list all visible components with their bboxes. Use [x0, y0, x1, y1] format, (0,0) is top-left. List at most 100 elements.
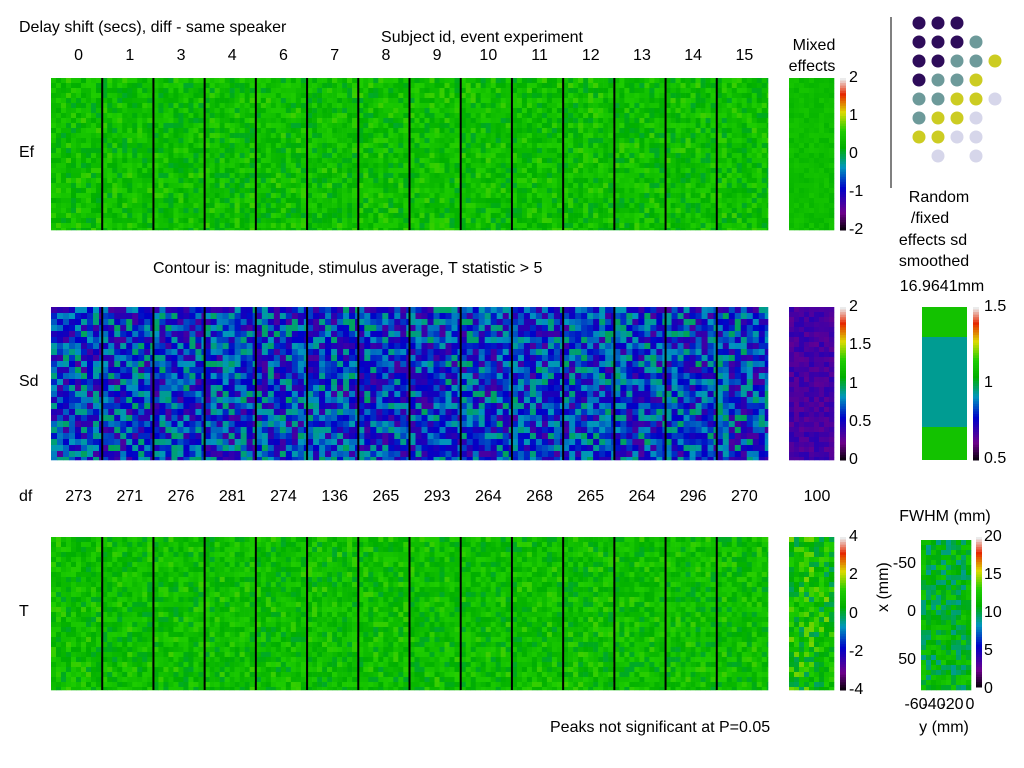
- df-value: 268: [526, 488, 553, 505]
- random-sd-colorbar-segment: [973, 309, 979, 313]
- heatmap-cell-ef: [153, 78, 205, 231]
- subject-label: 15: [735, 47, 754, 64]
- random-sd-colorbar-segment: [973, 426, 979, 430]
- heatmap-cell-t: [460, 537, 513, 691]
- legend-dot: [950, 35, 964, 49]
- legend-dot: [969, 130, 983, 144]
- fwhm-colorbar-segment: [976, 569, 982, 573]
- random-sd-colorbar-segment: [973, 347, 979, 351]
- fwhm-colorbar-segment: [976, 622, 982, 625]
- colorbar: [840, 78, 846, 231]
- colorbar-tick: -4: [849, 681, 864, 698]
- random-sd-colorbar-segment: [973, 319, 979, 323]
- peaks-note: Peaks not significant at P=0.05: [550, 719, 771, 736]
- random-sd-colorbar-segment: [973, 327, 979, 331]
- random-sd-colorbar-segment: [973, 375, 979, 379]
- heatmap-cell-sd: [614, 307, 666, 461]
- random-sd-colorbar-segment: [973, 358, 979, 362]
- figure-title: Delay shift (secs), diff - same speaker: [19, 19, 287, 36]
- df-value: 276: [167, 488, 195, 505]
- random-sd-colorbar-segment: [973, 324, 979, 328]
- legend-dot: [969, 92, 983, 106]
- fwhm-colorbar-segment: [976, 604, 982, 608]
- random-sd-colorbar-segment: [973, 322, 979, 326]
- random-sd-colorbar-segment: [973, 365, 979, 369]
- fwhm-colorbar-tick: 20: [984, 528, 1002, 545]
- random-sd-colorbar-segment: [973, 345, 979, 349]
- fwhm-colorbar-segment: [976, 609, 982, 613]
- fwhm-y-tick: -60: [904, 696, 928, 713]
- colorbar-tick: 0: [849, 451, 858, 468]
- random-sd-colorbar-segment: [973, 388, 979, 392]
- df-value: 265: [372, 488, 400, 505]
- df-value: 271: [116, 488, 144, 505]
- random-sd-colorbar-segment: [973, 393, 979, 397]
- legend-dot: [931, 73, 945, 87]
- legend-dot: [931, 35, 945, 49]
- heatmap-cell-ef: [665, 78, 718, 231]
- fwhm-colorbar-segment: [976, 664, 982, 668]
- subject-label: 3: [176, 47, 186, 64]
- subject-label: 7: [330, 47, 340, 64]
- random-label-line3: effects sd: [898, 232, 968, 249]
- legend-dot: [912, 54, 926, 68]
- random-label-line1: Random: [908, 189, 970, 206]
- random-sd-colorbar-segment: [973, 332, 979, 336]
- heatmap-cell-t: [665, 537, 718, 691]
- fwhm-x-tick: 50: [898, 651, 916, 668]
- fwhm-colorbar-segment: [976, 679, 982, 683]
- heatmap-cell-sd: [563, 307, 615, 461]
- random-sd-colorbar-segment: [973, 449, 979, 453]
- fwhm-colorbar-tick: 15: [984, 566, 1002, 583]
- fwhm-colorbar-segment: [976, 582, 982, 585]
- random-sd-colorbar-segment: [973, 312, 979, 316]
- colorbar-tick: 2: [849, 566, 858, 584]
- heatmap-cell-ef: [51, 78, 103, 231]
- fwhm-label: FWHM (mm): [899, 508, 991, 525]
- heatmap-cell-ef: [307, 78, 359, 231]
- fwhm-colorbar-segment: [976, 547, 982, 550]
- colorbar-tick: 1: [849, 107, 858, 124]
- heatmap-cell-t: [716, 537, 769, 691]
- fwhm-colorbar-segment: [976, 559, 982, 563]
- heatmap-cell-ef: [102, 78, 154, 231]
- legend-dot: [950, 16, 964, 30]
- random-sd-colorbar-segment: [973, 434, 979, 438]
- fwhm-colorbar-segment: [976, 592, 982, 595]
- heatmap-cell-t: [358, 537, 410, 691]
- heatmap-cell-sd: [511, 307, 564, 461]
- fwhm-colorbar-segment: [976, 612, 982, 615]
- colorbar-tick: -2: [849, 642, 864, 660]
- fwhm-colorbar-segment: [976, 577, 982, 580]
- colorbar-tick: 0: [849, 604, 858, 622]
- legend-dot: [931, 54, 945, 68]
- fwhm-colorbar-segment: [976, 682, 982, 685]
- fwhm-colorbar-segment: [976, 579, 982, 583]
- fwhm-colorbar-segment: [976, 557, 982, 560]
- fwhm-colorbar-segment: [976, 652, 982, 655]
- fwhm-colorbar-segment: [976, 562, 982, 565]
- random-sd-colorbar-segment: [973, 378, 979, 382]
- heatmap-cell-t: [307, 537, 359, 691]
- random-sd-colorbar-segment: [973, 307, 979, 311]
- random-sd-colorbar-segment: [973, 429, 979, 433]
- fwhm-colorbar-segment: [976, 677, 982, 680]
- heatmap-cell-ef: [460, 78, 513, 231]
- random-sd-colorbar-segment: [973, 386, 979, 390]
- random-sd-colorbar-segment: [973, 416, 979, 420]
- fwhm-colorbar-segment: [976, 627, 982, 630]
- heatmap-cell-t: [51, 537, 103, 691]
- fwhm-colorbar-segment: [976, 587, 982, 590]
- fwhm-colorbar-segment: [976, 629, 982, 633]
- subject-axis-title: Subject id, event experiment: [381, 29, 583, 46]
- fwhm-colorbar-tick: 10: [984, 604, 1002, 621]
- heatmap-cell-ef: [204, 78, 257, 231]
- fwhm-colorbar-segment: [976, 567, 982, 570]
- heatmap-cell-ef: [409, 78, 462, 231]
- df-value: 136: [321, 488, 349, 505]
- heatmap-cell-sd: [204, 307, 257, 461]
- random-sd-colorbar-segment: [973, 401, 979, 405]
- colorbar-tick: 0: [849, 145, 858, 162]
- heatmap-cell-t: [614, 537, 666, 691]
- fwhm-colorbar-segment: [976, 572, 982, 575]
